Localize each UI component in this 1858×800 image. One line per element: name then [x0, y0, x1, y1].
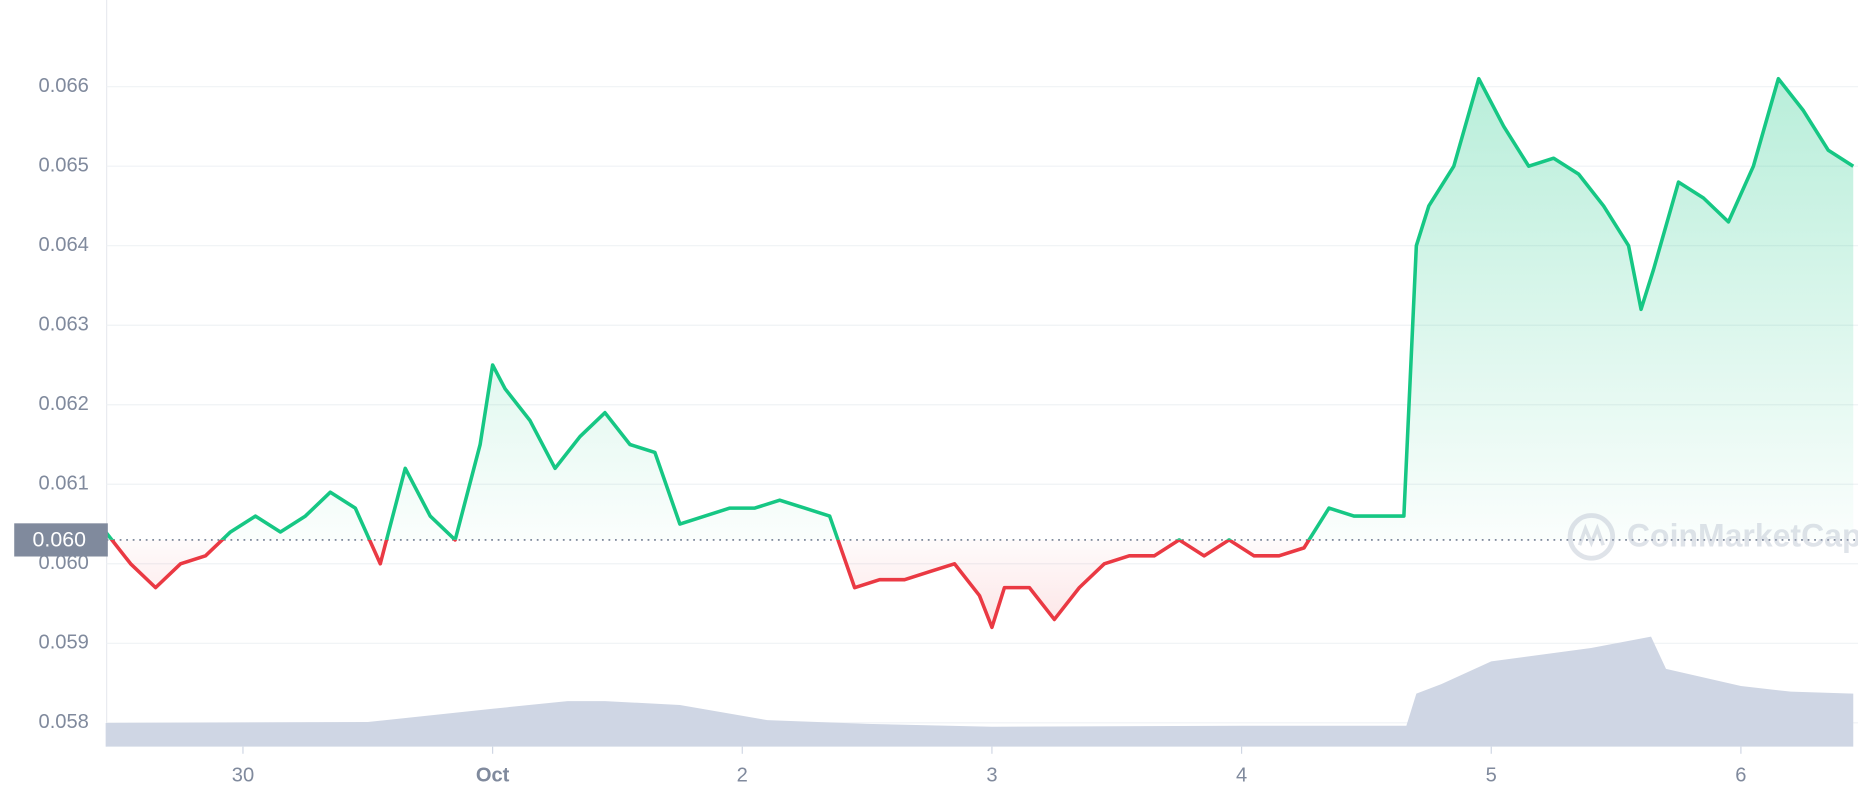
- volume-area: [105, 636, 1854, 747]
- x-tick-label: 2: [737, 765, 748, 787]
- watermark-logo: [1567, 513, 1616, 561]
- area-below: [111, 539, 1310, 628]
- y-tick-label: 0.066: [39, 75, 89, 97]
- x-tick-label: 6: [1735, 765, 1746, 787]
- watermark-logo: [1577, 523, 1605, 548]
- y-tick-label: 0.063: [39, 314, 89, 336]
- y-tick-label: 0.062: [39, 393, 89, 415]
- x-tick-label: 4: [1236, 765, 1247, 787]
- watermark-text: CoinMarketCap: [1627, 518, 1858, 554]
- baseline-label-box: [14, 523, 108, 557]
- price-line-below: [109, 539, 1312, 630]
- x-tick-label: 5: [1486, 765, 1497, 787]
- x-tick-label: Oct: [476, 765, 510, 787]
- y-tick-label: 0.060: [39, 552, 89, 574]
- y-tick-label: 0.059: [39, 632, 89, 654]
- y-tick-label: 0.064: [39, 234, 89, 256]
- price-line-above: [104, 76, 1855, 540]
- area-above: [105, 78, 1854, 540]
- y-tick-label: 0.061: [39, 473, 89, 495]
- x-tick-label: 3: [986, 765, 997, 787]
- y-tick-label: 0.058: [39, 711, 89, 733]
- x-tick-label: 30: [232, 765, 254, 787]
- baseline-label: 0.060: [33, 528, 87, 552]
- watermark: CoinMarketCap: [1567, 513, 1858, 561]
- y-tick-label: 0.065: [39, 155, 89, 177]
